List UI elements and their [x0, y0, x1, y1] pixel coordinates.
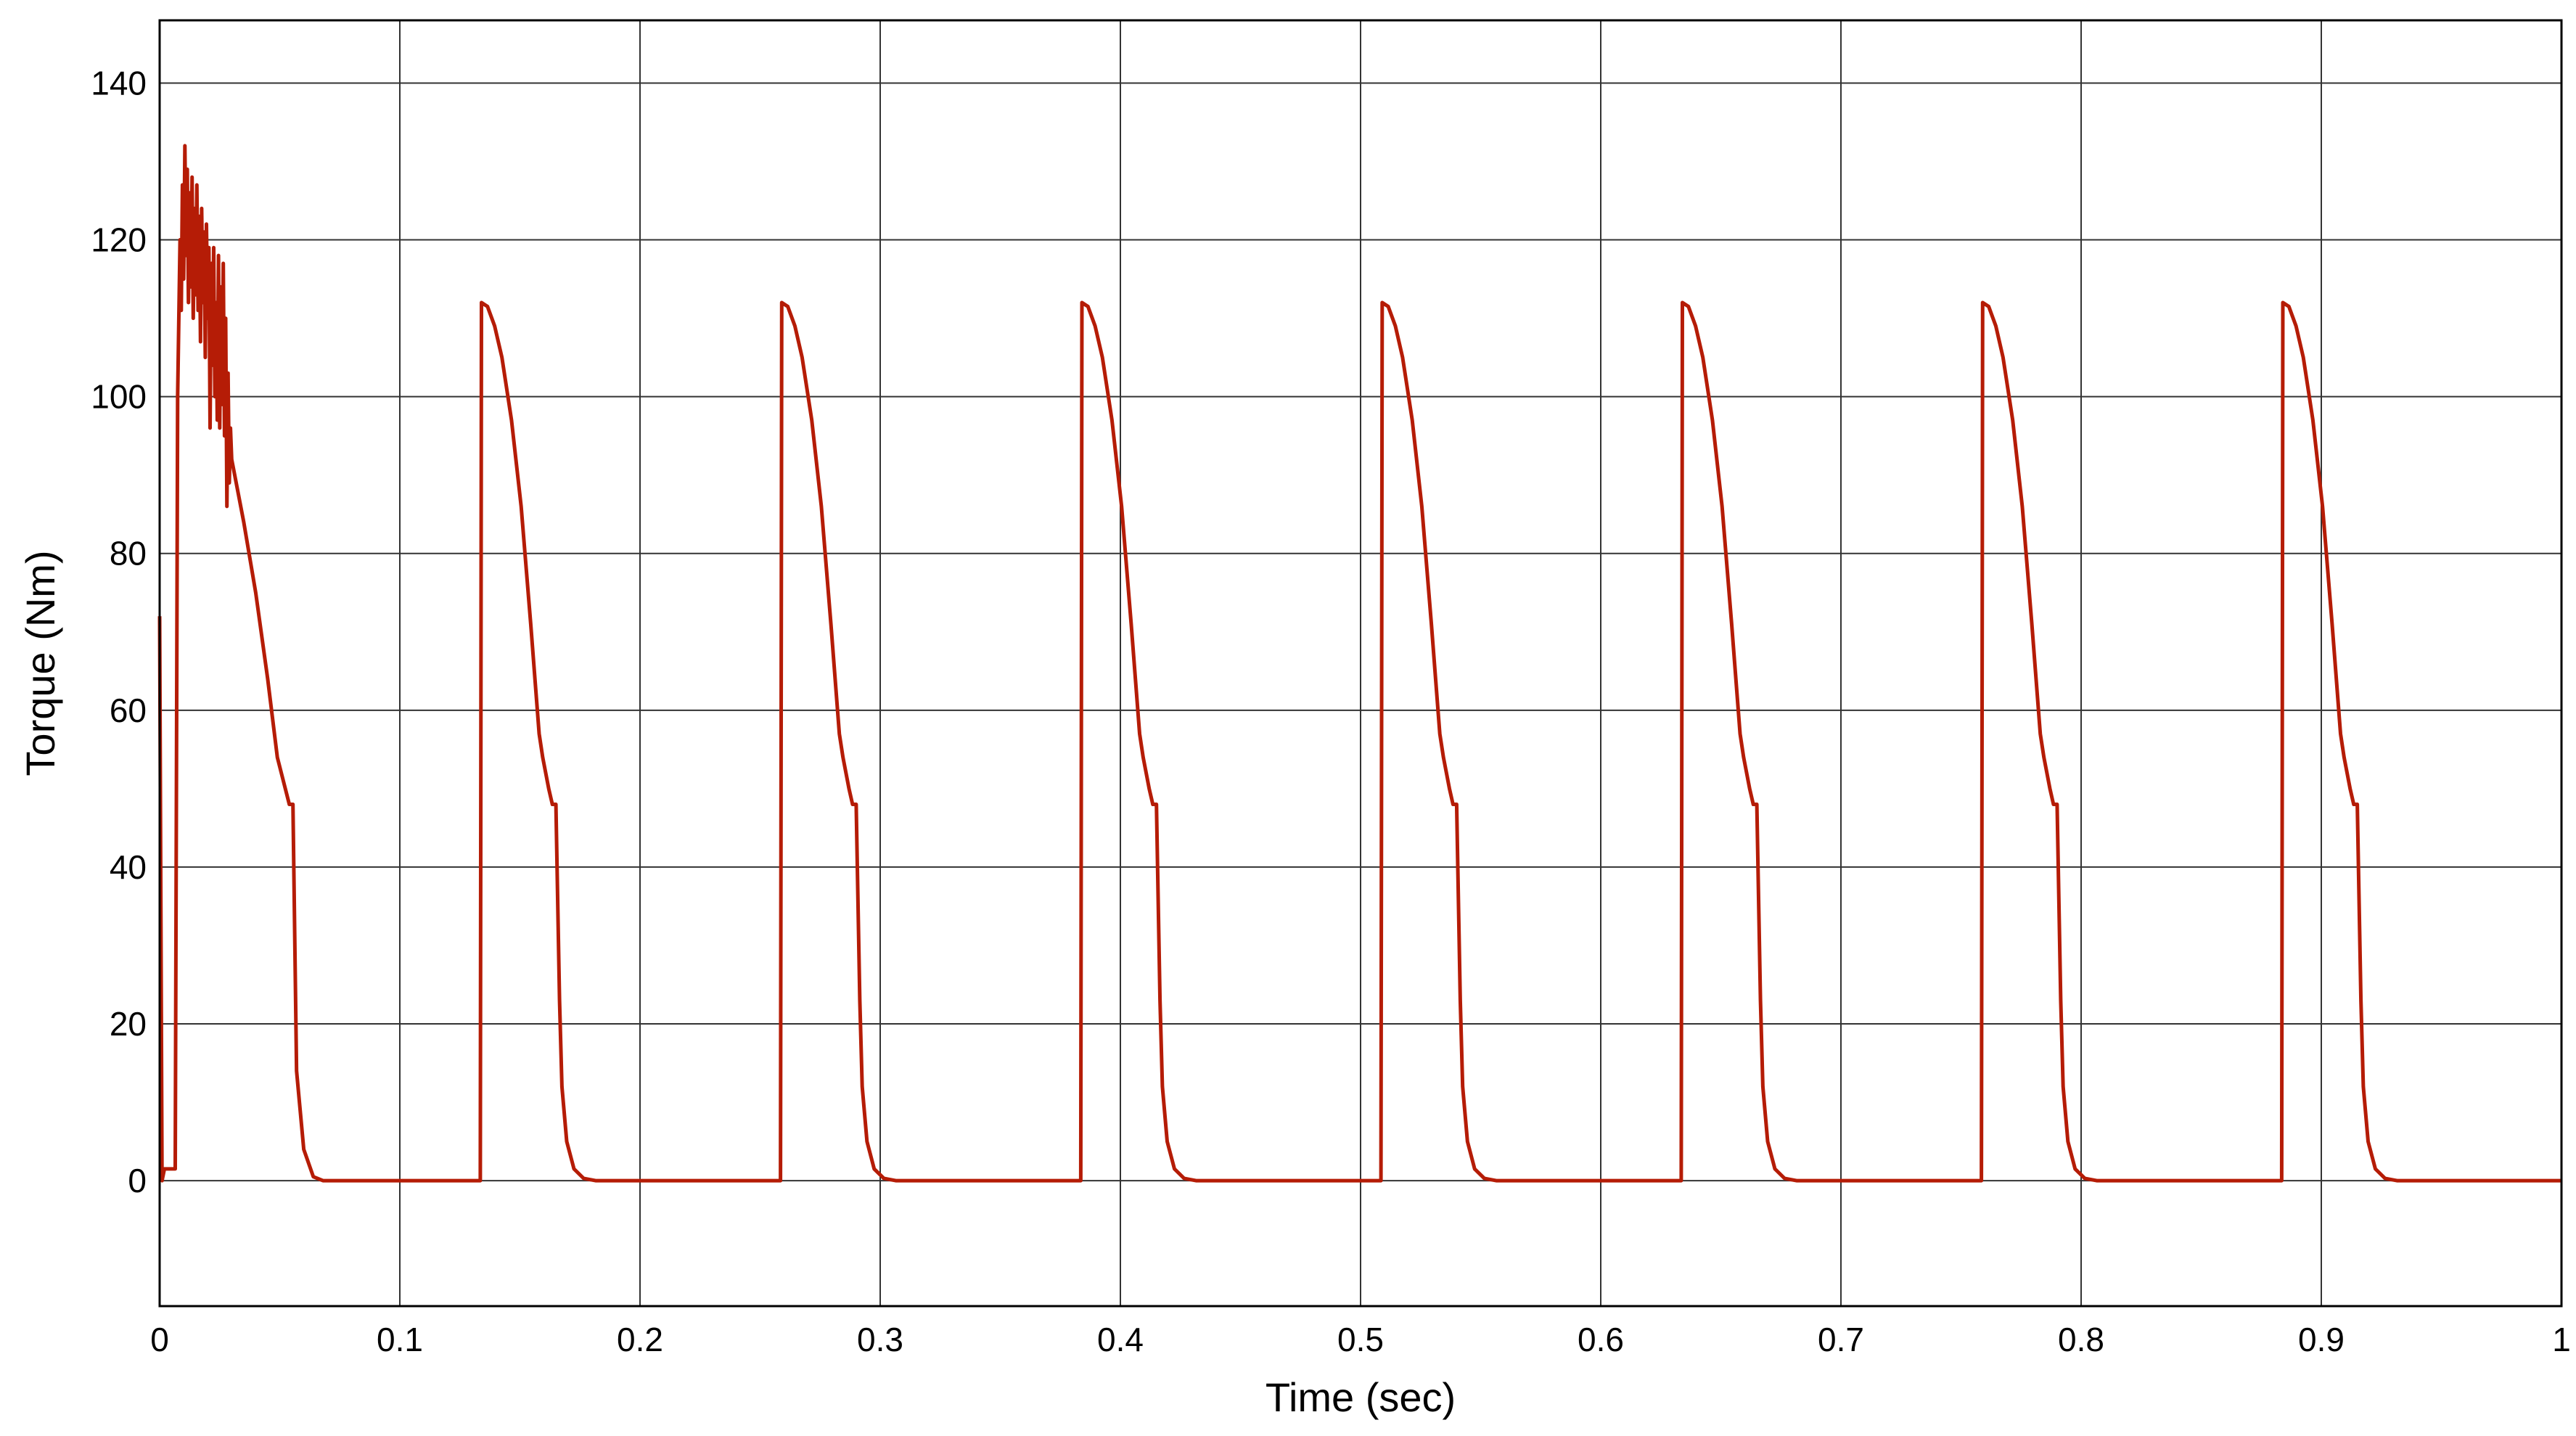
y-tick-label: 140 [91, 64, 147, 102]
plot-frame [158, 19, 2563, 1308]
x-tick-label: 0 [150, 1321, 169, 1358]
x-tick-label: 1 [2552, 1321, 2571, 1358]
x-tick-label: 0.3 [857, 1321, 903, 1358]
x-tick-label: 0.2 [617, 1321, 663, 1358]
x-tick-label: 0.5 [1337, 1321, 1384, 1358]
x-tick-label: 0.9 [2298, 1321, 2345, 1358]
x-tick-label: 0.1 [377, 1321, 423, 1358]
x-tick-label: 0.7 [1818, 1321, 1864, 1358]
x-tick-label: 0.8 [2058, 1321, 2104, 1358]
x-tick-label: 0.6 [1578, 1321, 1624, 1358]
y-tick-label: 120 [91, 221, 147, 259]
y-tick-label: 100 [91, 378, 147, 416]
x-axis-label: Time (sec) [1266, 1374, 1456, 1420]
torque-series-line [157, 144, 2561, 1183]
y-tick-label: 60 [110, 692, 147, 729]
grid [159, 20, 2562, 1306]
y-tick-labels: 0 20 40 60 80 100 120 140 [91, 64, 147, 1199]
x-tick-labels: 0 0.1 0.2 0.3 0.4 0.5 0.6 0.7 0.8 0.9 1 [150, 1321, 2571, 1358]
y-tick-label: 20 [110, 1005, 147, 1043]
y-tick-label: 80 [110, 535, 147, 573]
y-axis-label: Torque (Nm) [17, 550, 63, 776]
y-tick-label: 40 [110, 848, 147, 886]
series-layer [157, 144, 2561, 1183]
x-tick-label: 0.4 [1097, 1321, 1144, 1358]
y-tick-label: 0 [128, 1162, 147, 1199]
